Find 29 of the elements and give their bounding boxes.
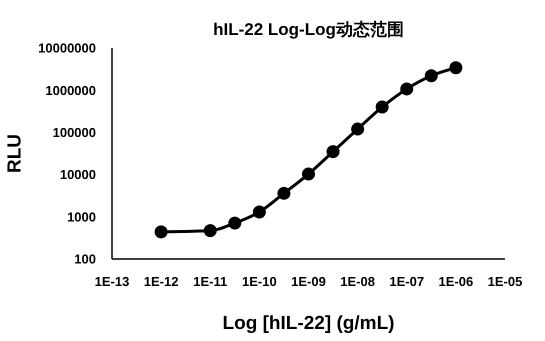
x-tick-label: 1E-07	[389, 274, 424, 290]
y-tick-label: 100000	[52, 125, 96, 140]
point	[326, 145, 340, 158]
x-tick-label: 1E-11	[193, 274, 228, 290]
point	[449, 61, 462, 74]
x-tick-label: 1E-13	[94, 274, 130, 290]
point	[302, 168, 315, 181]
point	[351, 122, 364, 136]
point	[400, 82, 414, 96]
point	[424, 69, 438, 82]
x-axis-title: Log [hIL-22] (g/mL)	[222, 313, 395, 334]
point	[376, 100, 389, 114]
x-tick-label: 1E-12	[144, 274, 178, 290]
y-axis-title: RLU	[4, 134, 26, 174]
x-tick-label: 1E-08	[340, 274, 375, 290]
y-tick-label: 10000000	[38, 40, 96, 56]
point	[228, 216, 242, 230]
chart-title: hIL-22 Log-Log动态范围	[212, 19, 405, 41]
x-tick-label: 1E-05	[488, 274, 522, 290]
point	[277, 186, 290, 200]
x-tick-label: 1E-09	[291, 274, 326, 290]
y-tick-label: 1000000	[45, 82, 96, 98]
y-tick-label: 100	[74, 252, 96, 267]
point	[204, 224, 217, 238]
x-tick-label: 1E-06	[438, 274, 474, 290]
y-tick-label: 1000	[67, 209, 96, 224]
point	[252, 205, 266, 218]
x-tick-label: 1E-10	[242, 274, 277, 290]
y-tick-label: 10000	[60, 167, 96, 182]
